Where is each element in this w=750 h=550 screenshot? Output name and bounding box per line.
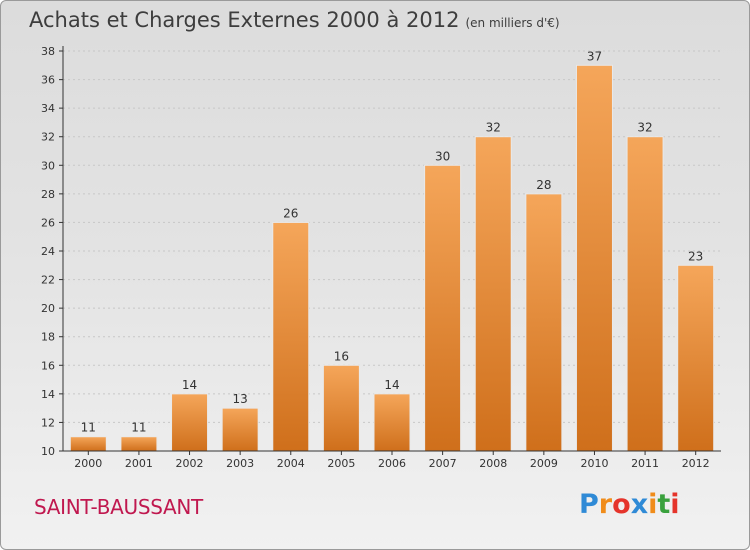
bar-2006: [373, 393, 411, 452]
proxiti-logo: Proxiti: [579, 489, 680, 520]
x-tick-label: 2010: [580, 457, 608, 470]
y-tick-label: 32: [41, 131, 55, 144]
x-tick-label: 2007: [429, 457, 457, 470]
logo-letter: r: [598, 489, 613, 520]
y-tick-label: 28: [41, 188, 55, 201]
y-tick-label: 12: [41, 416, 55, 429]
logo-letter: i: [670, 489, 680, 520]
bar-2001: [120, 436, 158, 452]
chart-title: Achats et Charges Externes 2000 à 2012 (e…: [29, 8, 560, 32]
bar-2012: [677, 264, 715, 452]
bars: 11 11 14 13 26 16 14 30 32 28 37 32 23: [69, 49, 715, 452]
x-tick-label: 2001: [125, 457, 153, 470]
x-tick-label: 2003: [226, 457, 254, 470]
bar-2003: [221, 407, 259, 452]
y-tick-label: 14: [41, 388, 55, 401]
bar-value-label: 28: [536, 178, 551, 192]
logo-letter: x: [630, 489, 649, 520]
y-tick-label: 30: [41, 159, 55, 172]
bar-value-label: 32: [637, 121, 652, 135]
logo-letter: o: [612, 489, 631, 520]
bar-value-label: 23: [688, 249, 703, 263]
y-tick-label: 36: [41, 74, 55, 87]
bar-2008: [474, 136, 512, 452]
y-tick-label: 22: [41, 274, 55, 287]
chart-title-text: Achats et Charges Externes 2000 à 2012: [29, 8, 460, 32]
bar-value-label: 11: [81, 421, 96, 435]
x-tick-label: 2004: [277, 457, 305, 470]
bar-2000: [69, 436, 107, 452]
logo-letter: i: [648, 489, 658, 520]
bar-2010: [575, 64, 613, 452]
logo-letter: P: [579, 489, 599, 520]
axes: 10 12 14 16 18 20 22 24 26 28 30 32 34 36 38 2000 2001 20…: [41, 45, 721, 470]
x-tick-label: 2000: [74, 457, 102, 470]
bar-value-label: 37: [587, 49, 602, 63]
bar-value-label: 11: [131, 421, 146, 435]
x-tick-label: 2006: [378, 457, 406, 470]
logo-letter: t: [657, 489, 671, 520]
bar-2011: [626, 136, 664, 452]
y-tick-label: 10: [41, 445, 55, 458]
y-tick-label: 20: [41, 302, 55, 315]
x-tick-label: 2011: [631, 457, 659, 470]
chart-subtitle: (en milliers d'€): [465, 16, 560, 30]
bar-value-label: 14: [384, 378, 399, 392]
bar-2004: [272, 221, 310, 452]
bar-2005: [322, 364, 360, 452]
x-tick-label: 2005: [327, 457, 355, 470]
y-tick-label: 18: [41, 331, 55, 344]
y-tick-label: 38: [41, 45, 55, 58]
bar-value-label: 13: [233, 392, 248, 406]
commune-name: SAINT-BAUSSANT: [34, 495, 203, 519]
bar-value-label: 30: [435, 149, 450, 163]
bar-value-label: 32: [486, 121, 501, 135]
bar-value-label: 14: [182, 378, 197, 392]
x-tick-label: 2008: [479, 457, 507, 470]
bar-2009: [525, 193, 563, 452]
x-tick-label: 2009: [530, 457, 558, 470]
bar-value-label: 16: [334, 349, 349, 363]
bar-value-label: 26: [283, 206, 298, 220]
y-tick-label: 16: [41, 359, 55, 372]
bar-2002: [171, 393, 209, 452]
y-tick-label: 24: [41, 245, 55, 258]
x-tick-label: 2002: [176, 457, 204, 470]
y-tick-label: 26: [41, 216, 55, 229]
bar-2007: [424, 164, 462, 452]
y-tick-label: 34: [41, 102, 55, 115]
x-tick-label: 2012: [682, 457, 710, 470]
